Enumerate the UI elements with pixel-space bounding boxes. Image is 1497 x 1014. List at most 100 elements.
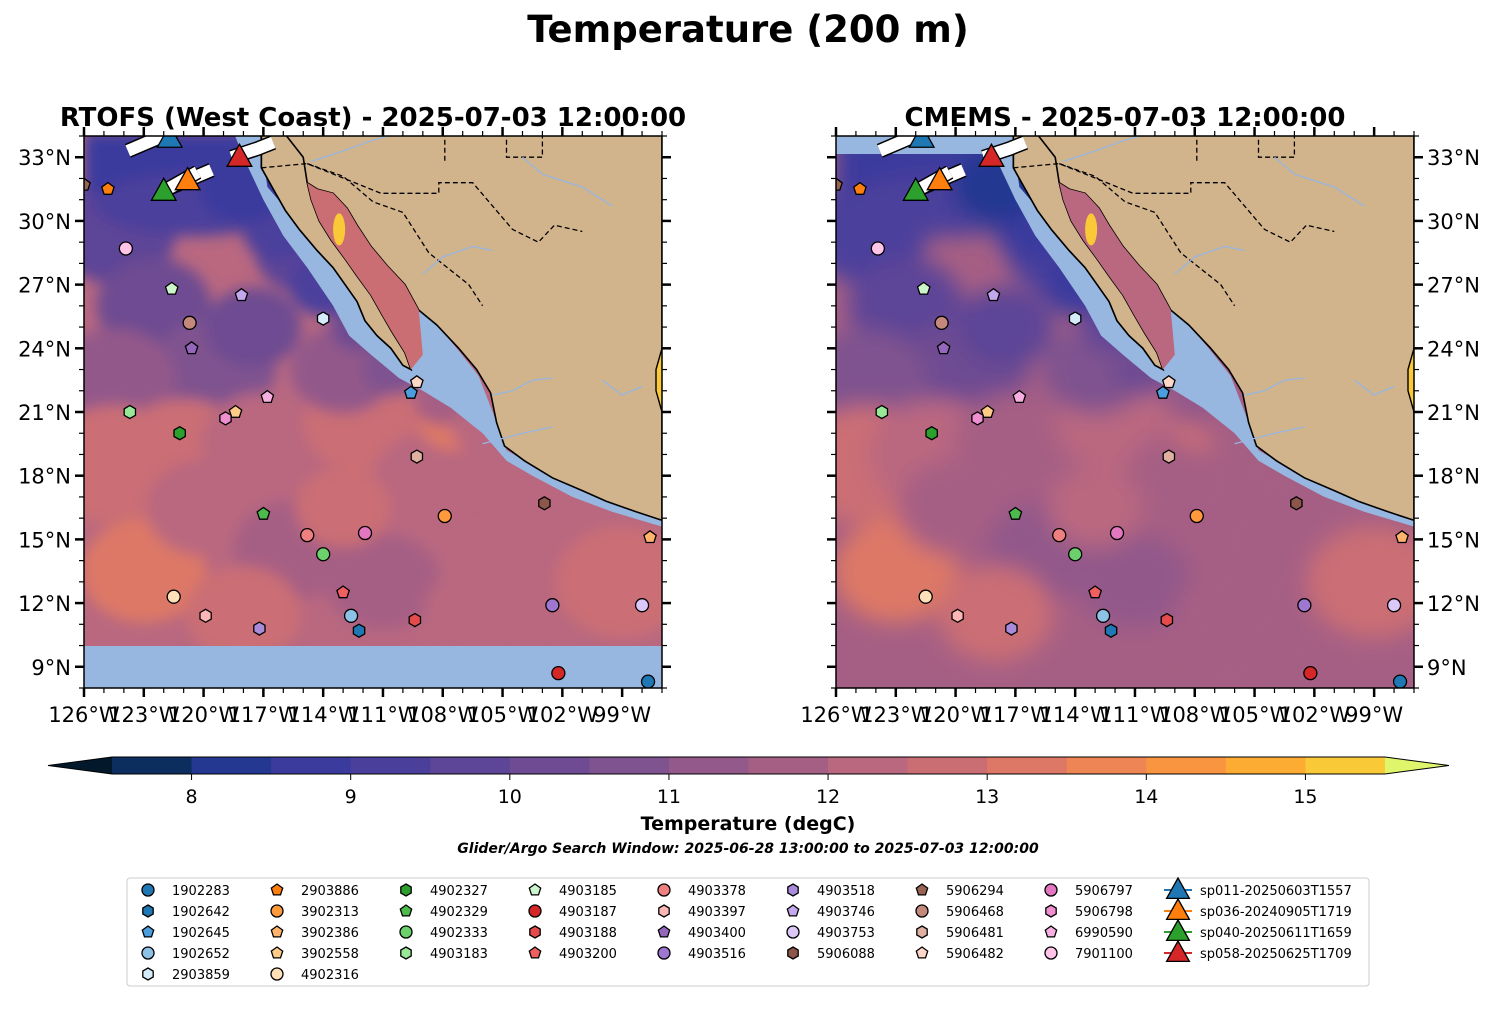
legend-label: 5906481 [946,926,1004,941]
river-line [482,426,553,445]
float-marker-1902642 [1104,623,1118,638]
river-line [1353,379,1395,396]
float-marker-4903200 [1088,585,1103,599]
legend-label: 4903188 [559,926,617,941]
land-guatemala-cmems [1407,347,1414,413]
float-marker-1902652 [1095,608,1111,623]
legend-float-marker [270,967,284,981]
colorbar-tick-label: 9 [345,786,357,808]
legend-label: 5906468 [946,905,1004,920]
y-tick-label: 18°N [18,465,71,489]
float-marker-4902329 [1008,506,1023,520]
float-marker-5906798 [971,411,984,426]
legend-label: 1902642 [172,905,230,920]
y-tick-label: 27°N [18,274,71,298]
float-marker-4902327 [925,425,938,441]
x-tick-label: 123°W [860,703,932,727]
colorbar-segment [112,757,193,774]
legend-float-marker [787,883,799,897]
y-tick-label: 12°N [18,592,71,616]
float-marker-5906088 [538,496,551,511]
legend-label: 5906088 [817,947,875,962]
river-line [1274,156,1365,207]
legend-label: 5906798 [1075,905,1133,920]
borders-rtofs [261,136,583,307]
legend-float-marker [528,883,542,896]
colorbar-segment [271,757,352,774]
legend-label: 3902386 [301,926,359,941]
float-marker-4903400 [184,340,199,355]
x-tick-label: 105°W [467,703,539,727]
y-tick-label: 30°N [1427,210,1480,234]
land-guatemala-rtofs [655,347,662,413]
x-tick-label: 108°W [407,703,479,727]
colorbar-tick-label: 15 [1293,786,1317,808]
legend-float-marker [270,946,284,959]
y-tick-label: 18°N [1427,465,1480,489]
float-marker-4903746 [234,287,249,302]
legend-float-marker [657,883,671,897]
legend-float-marker [141,946,155,960]
legend-label: 1902283 [172,884,230,899]
glider-marker-sp058-20250625T1709 [226,142,253,167]
float-marker-4903378 [300,527,315,543]
float-marker-4903518 [1005,621,1018,636]
colorbar-segment [1066,757,1147,774]
river-line [522,156,613,207]
border-line [1257,136,1296,158]
colorbar-label: Temperature (degC) [641,813,856,835]
border-line [505,136,544,158]
float-marker-1902645 [403,385,418,399]
float-marker-2903859 [316,311,330,326]
float-marker-4903200 [336,585,351,599]
gulf-warm-patch [1085,213,1098,246]
colorbar-tick-label: 11 [657,786,681,808]
float-marker-5906481 [410,449,424,464]
y-tick-label: 9°N [1427,656,1467,680]
x-tick-label: 114°W [1039,703,1111,727]
float-marker-4902333 [1068,547,1083,562]
glider-marker-sp058-20250625T1709 [978,142,1005,167]
legend-label: 4903200 [559,947,617,962]
float-markers-cmems [836,136,1409,688]
river-line [1062,136,1143,163]
float-marker-4903746 [986,287,1001,302]
x-tick-label: 111°W [1099,703,1171,727]
river-line [601,379,643,396]
figure-title: Temperature (200 m) [527,8,969,51]
legend-float-marker [270,883,284,896]
colorbar-extend-high [1385,757,1449,774]
borders-cmems [1013,136,1335,307]
legend-float-marker [529,925,541,939]
search-window-caption: Glider/Argo Search Window: 2025-06-28 13… [457,841,1039,857]
float-marker-3902558 [980,404,995,418]
colorbar-segment [748,757,829,774]
colorbar-segment [987,757,1068,774]
float-marker-4903397 [199,608,212,624]
y-tick-label: 21°N [18,401,71,425]
x-tick-label: 108°W [1159,703,1231,727]
colorbar-segment [191,757,272,774]
float-marker-1902642 [352,623,366,638]
border-line [1013,162,1335,243]
colorbar-segment [668,757,749,774]
legend-float-marker [1044,925,1058,938]
legend-float-marker [915,904,929,918]
float-marker-1902283 [640,674,656,688]
float-marker-3902558 [228,404,243,418]
x-tick-label: 117°W [980,703,1052,727]
rivers-rtofs [310,136,643,445]
glider-track [877,136,928,157]
x-tick-label: 123°W [108,703,180,727]
y-tick-label: 12°N [1427,592,1480,616]
legend-label: sp040-20250611T1659 [1200,926,1352,941]
legend-label: 4902329 [430,905,488,920]
float-marker-4902316 [166,589,181,604]
legend-float-marker [1045,904,1057,918]
legend-float-marker [1044,946,1058,960]
float-marker-4903753 [634,598,650,613]
legend-float-marker [787,946,799,960]
legend-label: 5906294 [946,884,1004,899]
float-marker-4903185 [164,281,179,295]
